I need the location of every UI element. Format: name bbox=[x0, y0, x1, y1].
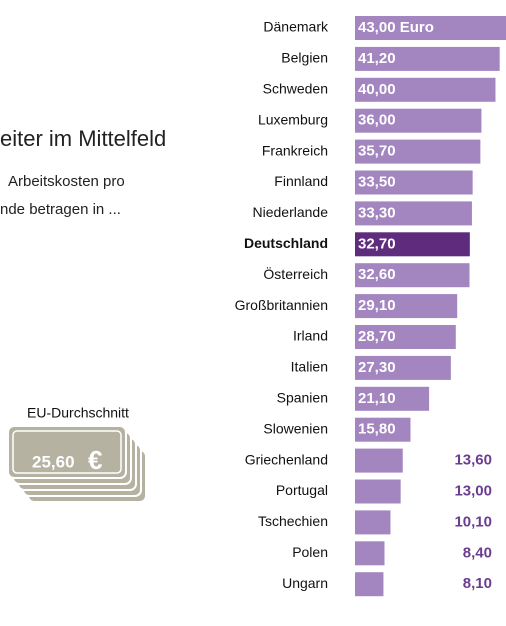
chart-title: eiter im Mittelfeld bbox=[0, 126, 166, 151]
banknote-stack bbox=[7, 425, 147, 503]
subtitle: nde betragen in ... bbox=[0, 201, 121, 218]
bar bbox=[355, 572, 384, 597]
bar bbox=[355, 510, 391, 535]
category-label: Portugal bbox=[276, 482, 328, 498]
bar bbox=[355, 77, 496, 102]
value-label: 33,50 bbox=[358, 173, 396, 190]
value-label: 41,20 bbox=[358, 50, 396, 67]
category-label: Frankreich bbox=[262, 142, 328, 158]
bar bbox=[355, 448, 403, 473]
bar bbox=[355, 16, 506, 40]
bar bbox=[355, 232, 470, 257]
value-label: 28,70 bbox=[358, 328, 396, 345]
category-label: Schweden bbox=[263, 81, 328, 97]
value-label: 36,00 bbox=[358, 112, 396, 129]
category-label: Polen bbox=[292, 544, 328, 560]
value-label: 29,10 bbox=[358, 297, 396, 314]
value-label: 33,30 bbox=[358, 204, 396, 221]
bar bbox=[355, 541, 385, 566]
bar bbox=[355, 108, 482, 133]
bar bbox=[355, 294, 458, 319]
category-label: Spanien bbox=[277, 390, 328, 406]
category-label: Belgien bbox=[281, 50, 328, 66]
category-label: Ungarn bbox=[282, 575, 328, 591]
category-label: Luxemburg bbox=[258, 111, 328, 127]
bar bbox=[355, 139, 481, 164]
value-label: 40,00 bbox=[358, 81, 396, 98]
category-label: Italien bbox=[291, 359, 328, 375]
category-label: Slowenien bbox=[263, 420, 328, 436]
value-label: 32,60 bbox=[358, 266, 396, 283]
value-label: 15,80 bbox=[358, 421, 396, 438]
bar bbox=[355, 263, 470, 288]
bar bbox=[355, 417, 411, 442]
category-label: Tschechien bbox=[258, 513, 328, 529]
bar bbox=[355, 479, 401, 504]
category-label: Dänemark bbox=[263, 19, 329, 35]
eu-label: EU-Durchschnitt bbox=[27, 405, 129, 421]
category-label: Niederlande bbox=[253, 204, 329, 220]
value-label: 32,70 bbox=[358, 235, 396, 252]
eu-currency: € bbox=[88, 445, 102, 475]
bar bbox=[355, 46, 500, 71]
value-label: 8,40 bbox=[463, 544, 492, 561]
value-label: 27,30 bbox=[358, 359, 396, 376]
value-label: 35,70 bbox=[358, 143, 396, 160]
bar bbox=[355, 325, 456, 349]
value-label: 8,10 bbox=[463, 575, 492, 592]
value-label: 10,10 bbox=[454, 513, 492, 530]
bar bbox=[355, 201, 472, 226]
value-label: 43,00 Euro bbox=[358, 19, 434, 36]
category-label: Deutschland bbox=[244, 235, 328, 251]
subtitle: Arbeitskosten pro bbox=[8, 173, 125, 190]
category-label: Irland bbox=[293, 328, 328, 344]
value-label: 13,00 bbox=[454, 482, 492, 499]
bar bbox=[355, 355, 451, 380]
bar bbox=[355, 170, 473, 195]
bar bbox=[355, 386, 430, 411]
category-label: Großbritannien bbox=[235, 297, 328, 313]
category-label: Österreich bbox=[263, 265, 328, 282]
value-label: 13,60 bbox=[454, 452, 492, 469]
category-label: Griechenland bbox=[245, 451, 328, 467]
category-label: Finnland bbox=[274, 173, 328, 189]
value-label: 21,10 bbox=[358, 390, 396, 407]
eu-value: 25,60 bbox=[32, 452, 75, 471]
